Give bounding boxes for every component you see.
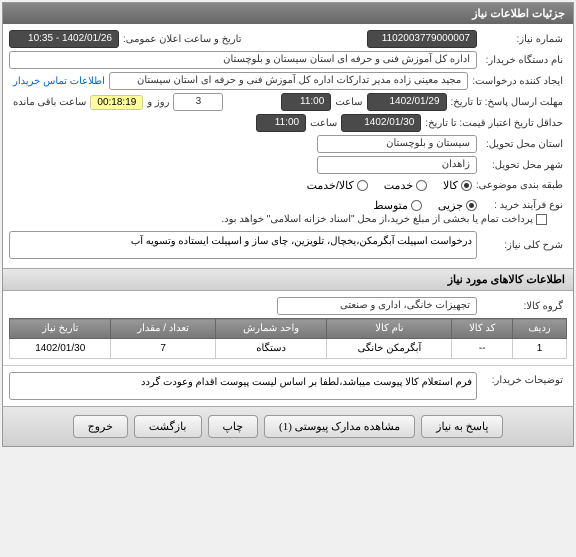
days-count-field: 3 <box>173 93 223 111</box>
th-name: نام کالا <box>327 319 452 339</box>
purchase-type-label: نوع فرآیند خرید : <box>477 197 567 214</box>
province-label: استان محل تحویل: <box>477 136 567 153</box>
province-field: سیستان و بلوچستان <box>317 135 477 153</box>
need-number-field: 1102003779000007 <box>367 30 477 48</box>
response-date-field: 1402/01/29 <box>367 93 447 111</box>
goods-table: ردیف کد کالا نام کالا واحد شمارش تعداد /… <box>9 318 567 359</box>
validity-date-field: 1402/01/30 <box>341 114 421 132</box>
requester-field: مجید معینی زاده مدیر تدارکات اداره کل آم… <box>109 72 468 90</box>
city-label: شهر محل تحویل: <box>477 157 567 174</box>
radio-medium[interactable] <box>411 200 422 211</box>
th-date: تاریخ نیاز <box>10 319 111 339</box>
time-label-2: ساعت <box>306 115 341 132</box>
panel-title: جزئیات اطلاعات نیاز <box>3 3 573 24</box>
purchase-type-radio-group: جزیی متوسط <box>361 199 477 212</box>
response-deadline-label: مهلت ارسال پاسخ: تا تاریخ: <box>447 94 567 111</box>
cell-date: 1402/01/30 <box>10 339 111 359</box>
category-radio-group: کالا خدمت کالا/خدمت <box>295 179 472 192</box>
form-area: شماره نیاز: 1102003779000007 تاریخ و ساع… <box>3 24 573 268</box>
buyer-org-field: اداره کل آموزش فنی و حرفه ای استان سیستا… <box>9 51 477 69</box>
category-label: طبقه بندی موضوعی: <box>472 177 567 194</box>
cell-name: آبگرمکن خانگی <box>327 339 452 359</box>
buyer-org-label: نام دستگاه خریدار: <box>477 52 567 69</box>
payment-note: پرداخت تمام یا بخشی از مبلغ خرید،از محل … <box>221 214 533 225</box>
validity-label: حداقل تاریخ اعتبار قیمت: تا تاریخ: <box>421 115 567 132</box>
back-button[interactable]: بازگشت <box>134 415 202 438</box>
button-bar: پاسخ به نیاز مشاهده مدارک پیوستی (1) چاپ… <box>3 406 573 446</box>
radio-goods-service[interactable] <box>357 180 368 191</box>
buyer-notes-field: فرم استعلام کالا پیوست میباشد،لطفا بر اس… <box>9 372 477 400</box>
exit-button[interactable]: خروج <box>73 415 128 438</box>
print-button[interactable]: چاپ <box>208 415 259 438</box>
cell-qty: 7 <box>111 339 215 359</box>
countdown-timer: 00:18:19 <box>90 95 143 110</box>
th-unit: واحد شمارش <box>215 319 327 339</box>
cell-unit: دستگاه <box>215 339 327 359</box>
radio-service[interactable] <box>416 180 427 191</box>
goods-group-field: تجهیزات خانگی، اداری و صنعتی <box>277 297 477 315</box>
response-time-field: 11:00 <box>281 93 331 111</box>
validity-time-field: 11:00 <box>256 114 306 132</box>
goods-group-label: گروه کالا: <box>477 298 567 315</box>
day-and-label: روز و <box>143 97 173 108</box>
radio-partial-label: جزیی <box>438 199 463 212</box>
description-label: شرح کلی نیاز: <box>477 237 567 254</box>
time-label-1: ساعت <box>331 94 366 111</box>
cell-row: 1 <box>513 339 567 359</box>
radio-goods[interactable] <box>461 180 472 191</box>
radio-goods-service-label: کالا/خدمت <box>307 179 354 192</box>
announce-datetime-field: 1402/01/26 - 10:35 <box>9 30 119 48</box>
cell-code: -- <box>452 339 513 359</box>
table-row[interactable]: 1 -- آبگرمکن خانگی دستگاه 7 1402/01/30 <box>10 339 567 359</box>
attachments-button[interactable]: مشاهده مدارک پیوستی (1) <box>264 415 415 438</box>
radio-service-label: خدمت <box>384 179 413 192</box>
radio-medium-label: متوسط <box>373 199 408 212</box>
remaining-label: ساعت باقی مانده <box>9 97 90 108</box>
th-row: ردیف <box>513 319 567 339</box>
need-number-label: شماره نیاز: <box>477 31 567 48</box>
city-field: زاهدان <box>317 156 477 174</box>
payment-checkbox[interactable] <box>536 214 547 225</box>
goods-section-header: اطلاعات کالاهای مورد نیاز <box>3 268 573 291</box>
th-qty: تعداد / مقدار <box>111 319 215 339</box>
details-panel: جزئیات اطلاعات نیاز شماره نیاز: 11020037… <box>2 2 574 447</box>
announce-datetime-label: تاریخ و ساعت اعلان عمومی: <box>119 31 246 48</box>
contact-info-link[interactable]: اطلاعات تماس خریدار <box>9 74 109 89</box>
radio-goods-label: کالا <box>443 179 458 192</box>
description-field: درخواست اسپیلت آبگرمکن،یخچال، تلویزین، چ… <box>9 231 477 259</box>
th-code: کد کالا <box>452 319 513 339</box>
requester-label: ایجاد کننده درخواست: <box>468 73 567 90</box>
buyer-notes-label: توضیحات خریدار: <box>477 372 567 400</box>
respond-button[interactable]: پاسخ به نیاز <box>421 415 503 438</box>
radio-partial[interactable] <box>466 200 477 211</box>
